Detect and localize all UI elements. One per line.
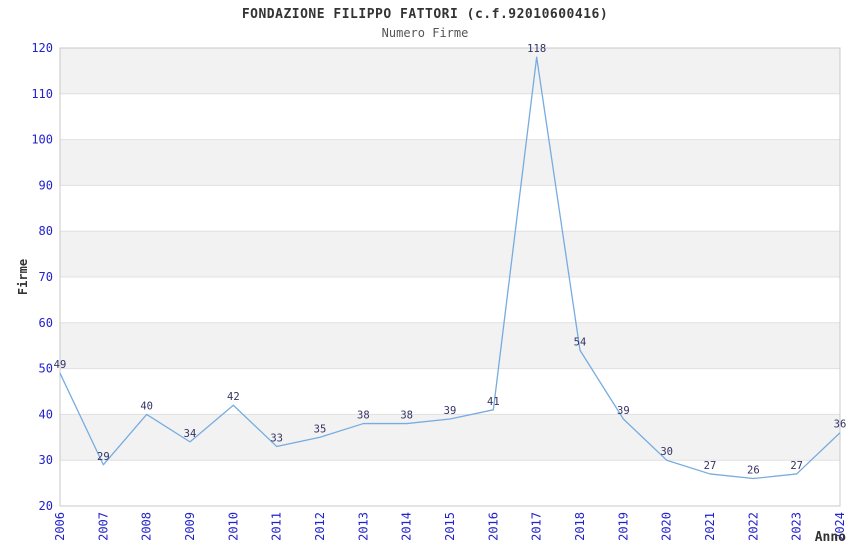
x-tick-label: 2008 bbox=[140, 512, 154, 541]
data-label: 38 bbox=[400, 410, 413, 422]
data-label: 42 bbox=[227, 391, 240, 403]
y-tick-label: 100 bbox=[31, 133, 53, 147]
x-tick-label: 2020 bbox=[660, 512, 674, 541]
data-label: 27 bbox=[704, 460, 717, 472]
x-tick-label: 2007 bbox=[96, 512, 110, 541]
y-tick-label: 80 bbox=[39, 224, 53, 238]
data-label: 27 bbox=[790, 460, 803, 472]
y-tick-label: 50 bbox=[39, 362, 53, 376]
x-tick-label: 2017 bbox=[530, 512, 544, 541]
y-tick-label: 60 bbox=[39, 316, 53, 330]
plot-band bbox=[60, 48, 840, 94]
y-tick-label: 120 bbox=[31, 41, 53, 55]
y-axis-title: Firme bbox=[16, 259, 30, 295]
x-tick-label: 2012 bbox=[313, 512, 327, 541]
plot-band bbox=[60, 414, 840, 461]
y-tick-label: 70 bbox=[39, 270, 53, 284]
x-tick-label: 2023 bbox=[790, 512, 804, 541]
plot-band bbox=[60, 139, 840, 186]
x-tick-label: 2022 bbox=[746, 512, 760, 541]
y-tick-label: 90 bbox=[39, 178, 53, 192]
data-label: 39 bbox=[444, 405, 457, 417]
y-tick-label: 110 bbox=[31, 87, 53, 101]
data-label: 26 bbox=[747, 465, 760, 477]
x-tick-label: 2011 bbox=[270, 512, 284, 541]
data-label: 41 bbox=[487, 396, 500, 408]
data-label: 118 bbox=[527, 43, 546, 55]
data-label: 34 bbox=[184, 428, 197, 440]
plot-band bbox=[60, 322, 840, 369]
x-tick-label: 2014 bbox=[400, 512, 414, 541]
x-tick-label: 2024 bbox=[833, 512, 847, 541]
y-tick-label: 40 bbox=[39, 407, 53, 421]
chart-title: FONDAZIONE FILIPPO FATTORI (c.f.92010600… bbox=[241, 7, 609, 22]
data-label: 30 bbox=[660, 446, 673, 458]
data-label: 33 bbox=[270, 432, 283, 444]
x-tick-label: 2016 bbox=[486, 512, 500, 541]
x-tick-label: 2006 bbox=[53, 512, 67, 541]
x-tick-label: 2015 bbox=[443, 512, 457, 541]
chart-subtitle: Numero Firme bbox=[381, 26, 469, 40]
data-label: 40 bbox=[140, 400, 153, 412]
x-axis-title: Anno bbox=[815, 530, 846, 545]
data-label: 29 bbox=[97, 451, 110, 463]
data-label: 38 bbox=[357, 410, 370, 422]
plot-border bbox=[59, 47, 841, 507]
x-tick-label: 2019 bbox=[616, 512, 630, 541]
data-label: 49 bbox=[54, 359, 67, 371]
x-tick-label: 2013 bbox=[356, 512, 370, 541]
x-tick-label: 2009 bbox=[183, 512, 197, 541]
plot-band bbox=[60, 231, 840, 277]
data-label: 39 bbox=[617, 405, 630, 417]
data-line bbox=[59, 56, 841, 480]
y-tick-label: 20 bbox=[39, 499, 53, 513]
x-tick-label: 2010 bbox=[226, 512, 240, 541]
data-label: 54 bbox=[574, 336, 587, 348]
x-tick-label: 2018 bbox=[573, 512, 587, 541]
x-tick-label: 2021 bbox=[703, 512, 717, 541]
data-label: 35 bbox=[314, 423, 327, 435]
data-label: 36 bbox=[834, 419, 847, 431]
y-tick-label: 30 bbox=[39, 453, 53, 467]
